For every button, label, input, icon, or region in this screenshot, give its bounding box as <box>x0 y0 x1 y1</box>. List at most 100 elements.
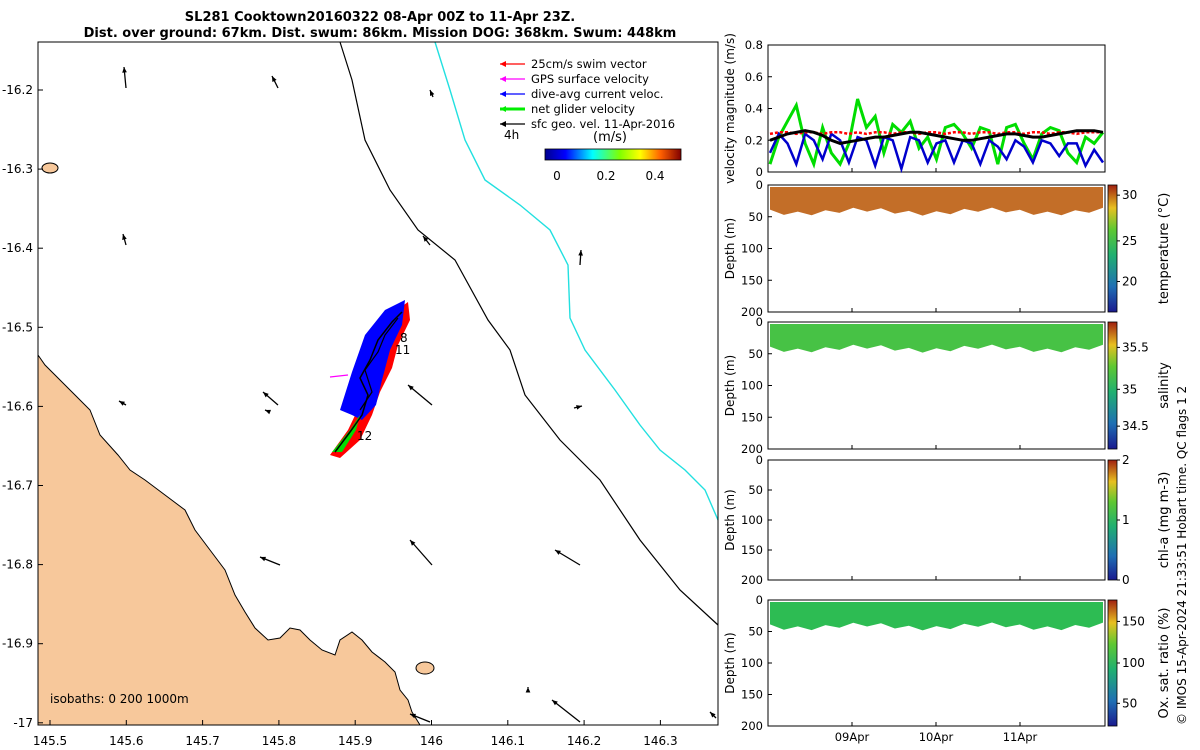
map-lon-tick-label: 146.2 <box>567 734 601 748</box>
map-lon-tick-label: 145.8 <box>262 734 296 748</box>
y-tick-label: 0 <box>756 178 763 192</box>
colorbar <box>1107 599 1118 727</box>
colorbar-tick-label: 30 <box>1122 188 1137 202</box>
map-lat-tick-label: -16.8 <box>2 558 33 572</box>
velocity-arrow <box>551 699 581 723</box>
chart-panel-5: 0 50 100 150 200 Depth (m) 150 100 50 Ox. sat. ra… <box>723 593 1172 733</box>
colorbar-tick-label: 100 <box>1122 656 1145 670</box>
surface-velocity-arrows <box>118 66 717 723</box>
isobath-200m <box>339 41 719 626</box>
map-lat-tick-label: -16.9 <box>2 637 33 651</box>
colorbar-tick-label: 35 <box>1122 382 1137 396</box>
island <box>415 661 435 675</box>
series-line <box>769 131 1103 136</box>
velocity-arrow <box>409 539 433 566</box>
legend-item-label: net glider velocity <box>531 102 635 116</box>
track-label: 11 <box>395 343 410 357</box>
map-lon-tick-label: 146.1 <box>491 734 525 748</box>
velocity-arrowhead <box>263 392 269 398</box>
velocity-arrowhead <box>576 405 582 410</box>
y-tick-label: 100 <box>741 513 763 527</box>
velocity-arrowhead <box>119 401 125 406</box>
velocity-arrowhead <box>265 409 271 415</box>
map-lon-tick-label: 145.9 <box>338 734 372 748</box>
y-axis-label: velocity magnitude (m/s) <box>723 33 737 184</box>
y-tick-label: 0.8 <box>745 38 763 52</box>
colorbar-tick: 0.2 <box>596 169 615 183</box>
colorbar-label: Ox. sat. ratio (%) <box>1157 608 1172 719</box>
y-tick-label: 150 <box>741 688 763 702</box>
time-tick-label: 09Apr <box>835 730 870 744</box>
map-lat-tick-label: -16.2 <box>2 83 33 97</box>
velocity-arrowhead <box>272 76 277 82</box>
velocity-arrowhead <box>578 250 583 256</box>
y-axis-label: Depth (m) <box>723 218 737 279</box>
y-tick-label: 0.2 <box>745 133 763 147</box>
map-lon-tick-label: 145.6 <box>109 734 143 748</box>
y-tick-label: 150 <box>741 543 763 557</box>
map-lon-tick-label: 146.3 <box>643 734 677 748</box>
colorbar-label: temperature (°C) <box>1157 193 1172 305</box>
isobath-1000m <box>434 41 719 521</box>
y-tick-label: 150 <box>741 273 763 287</box>
legend-item-label: sfc geo. vel. 11-Apr-2016 <box>531 117 675 131</box>
time-tick-label: 10Apr <box>919 730 954 744</box>
legend-arrowhead <box>500 91 506 97</box>
y-tick-label: 200 <box>741 305 763 319</box>
colorbar-tick-label: 35.5 <box>1122 340 1149 354</box>
colorbar-tick-label: 34.5 <box>1122 419 1149 433</box>
glider-track <box>329 300 410 458</box>
panel-frame <box>767 44 1106 173</box>
track-label: 8 <box>400 331 408 345</box>
map-lon-tick-label: 145.7 <box>185 734 219 748</box>
y-tick-label: 50 <box>748 347 763 361</box>
y-tick-label: 50 <box>748 483 763 497</box>
y-tick-label: 100 <box>741 379 763 393</box>
legend-arrowhead <box>500 76 506 82</box>
y-tick-label: 0 <box>756 593 763 607</box>
y-tick-label: 200 <box>741 442 763 456</box>
legend-item-label: 25cm/s swim vector <box>531 57 647 71</box>
map-lat-tick-label: -16.7 <box>2 479 33 493</box>
colorbar <box>1107 321 1118 450</box>
legend-item-label: dive-avg current veloc. <box>531 87 664 101</box>
footer-credit: © IMOS 15-Apr-2024 21:33:51 Hobart time.… <box>1175 386 1189 725</box>
y-tick-label: 0 <box>756 453 763 467</box>
velocity-arrowhead <box>423 236 429 242</box>
y-tick-label: 50 <box>748 210 763 224</box>
velocity-arrowhead <box>525 687 531 693</box>
velocity-arrowhead <box>430 90 435 96</box>
colorbar-tick-label: 50 <box>1122 696 1137 710</box>
colorbar-label: salinity <box>1157 362 1172 409</box>
chart-panel-2: 0 50 100 150 200 Depth (m) 30 25 20 temperature (… <box>723 178 1172 319</box>
colorbar <box>1107 459 1118 581</box>
y-axis-label: Depth (m) <box>723 632 737 693</box>
y-axis-label: Depth (m) <box>723 489 737 550</box>
y-tick-label: 0 <box>756 165 763 179</box>
profile-fill <box>770 187 1103 216</box>
y-tick-label: 200 <box>741 719 763 733</box>
colorbar-tick-label: 150 <box>1122 614 1145 628</box>
y-axis-label: Depth (m) <box>723 355 737 416</box>
map-lat-tick-label: -16.6 <box>2 399 33 413</box>
colorbar-label: chl-a (mg m-3) <box>1157 472 1172 569</box>
legend-item-label: GPS surface velocity <box>531 72 649 86</box>
y-tick-label: 0.6 <box>745 70 763 84</box>
track-label: 12 <box>357 429 372 443</box>
y-tick-label: 0.4 <box>745 102 763 116</box>
legend-arrowhead <box>500 121 506 127</box>
time-tick-label: 11Apr <box>1003 730 1038 744</box>
y-tick-label: 200 <box>741 573 763 587</box>
colorbar-tick-label: 0 <box>1122 573 1130 587</box>
colorbar-tick-label: 2 <box>1122 453 1130 467</box>
velocity-arrowhead <box>122 67 127 73</box>
y-tick-label: 100 <box>741 242 763 256</box>
colorbar-tick: 0.4 <box>645 169 664 183</box>
coastline-land <box>37 353 421 726</box>
velocity-arrowhead <box>122 234 127 240</box>
colorbar-tick-label: 1 <box>1122 513 1130 527</box>
velocity-arrowhead <box>260 556 266 562</box>
colorbar-tick-label: 25 <box>1122 234 1137 248</box>
map-lat-tick-label: -16.4 <box>2 241 33 255</box>
